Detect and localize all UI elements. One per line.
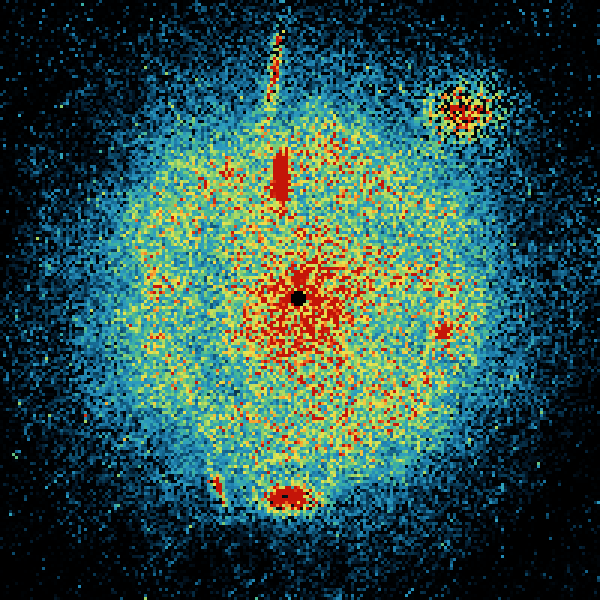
scattering-pattern-viewport <box>0 0 600 600</box>
scattering-pattern-canvas <box>0 0 600 600</box>
